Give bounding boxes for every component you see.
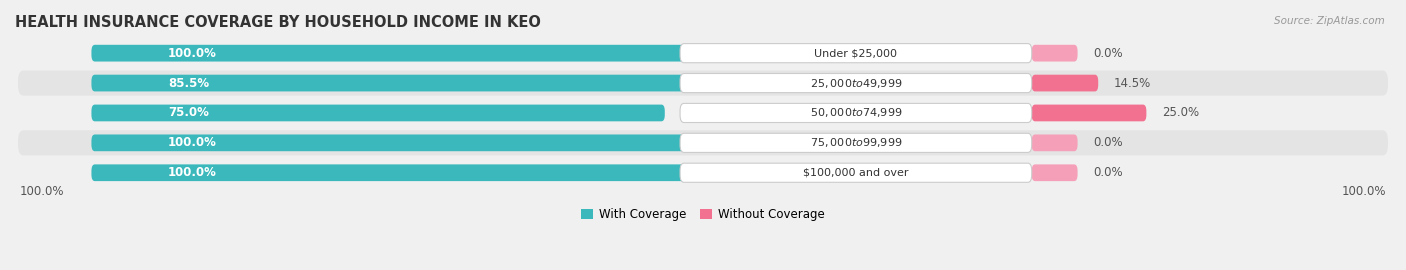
FancyBboxPatch shape bbox=[1032, 164, 1077, 181]
FancyBboxPatch shape bbox=[18, 100, 1388, 126]
FancyBboxPatch shape bbox=[1032, 45, 1077, 62]
Text: HEALTH INSURANCE COVERAGE BY HOUSEHOLD INCOME IN KEO: HEALTH INSURANCE COVERAGE BY HOUSEHOLD I… bbox=[15, 15, 541, 30]
Text: 100.0%: 100.0% bbox=[20, 185, 65, 198]
Text: 0.0%: 0.0% bbox=[1092, 166, 1122, 179]
Text: $25,000 to $49,999: $25,000 to $49,999 bbox=[810, 77, 903, 90]
FancyBboxPatch shape bbox=[91, 164, 856, 181]
Text: $50,000 to $74,999: $50,000 to $74,999 bbox=[810, 106, 903, 119]
Text: 0.0%: 0.0% bbox=[1092, 136, 1122, 149]
FancyBboxPatch shape bbox=[91, 104, 665, 121]
Text: 85.5%: 85.5% bbox=[167, 77, 209, 90]
Text: Source: ZipAtlas.com: Source: ZipAtlas.com bbox=[1274, 16, 1385, 26]
Text: Under $25,000: Under $25,000 bbox=[814, 48, 897, 58]
Text: 25.0%: 25.0% bbox=[1161, 106, 1199, 119]
Text: $100,000 and over: $100,000 and over bbox=[803, 168, 908, 178]
Text: 100.0%: 100.0% bbox=[167, 47, 217, 60]
Legend: With Coverage, Without Coverage: With Coverage, Without Coverage bbox=[576, 204, 830, 226]
FancyBboxPatch shape bbox=[681, 43, 1032, 63]
FancyBboxPatch shape bbox=[91, 75, 745, 92]
FancyBboxPatch shape bbox=[1032, 134, 1077, 151]
FancyBboxPatch shape bbox=[18, 70, 1388, 96]
Text: 14.5%: 14.5% bbox=[1114, 77, 1150, 90]
FancyBboxPatch shape bbox=[18, 160, 1388, 185]
FancyBboxPatch shape bbox=[681, 73, 1032, 93]
Text: 0.0%: 0.0% bbox=[1092, 47, 1122, 60]
Text: 100.0%: 100.0% bbox=[167, 136, 217, 149]
FancyBboxPatch shape bbox=[18, 130, 1388, 156]
Text: 100.0%: 100.0% bbox=[1341, 185, 1386, 198]
Text: 75.0%: 75.0% bbox=[167, 106, 208, 119]
FancyBboxPatch shape bbox=[681, 103, 1032, 123]
FancyBboxPatch shape bbox=[681, 133, 1032, 153]
FancyBboxPatch shape bbox=[91, 134, 856, 151]
FancyBboxPatch shape bbox=[681, 163, 1032, 182]
Text: 100.0%: 100.0% bbox=[167, 166, 217, 179]
FancyBboxPatch shape bbox=[1032, 75, 1098, 92]
FancyBboxPatch shape bbox=[91, 45, 856, 62]
FancyBboxPatch shape bbox=[1032, 104, 1146, 121]
Text: $75,000 to $99,999: $75,000 to $99,999 bbox=[810, 136, 903, 149]
FancyBboxPatch shape bbox=[18, 40, 1388, 66]
